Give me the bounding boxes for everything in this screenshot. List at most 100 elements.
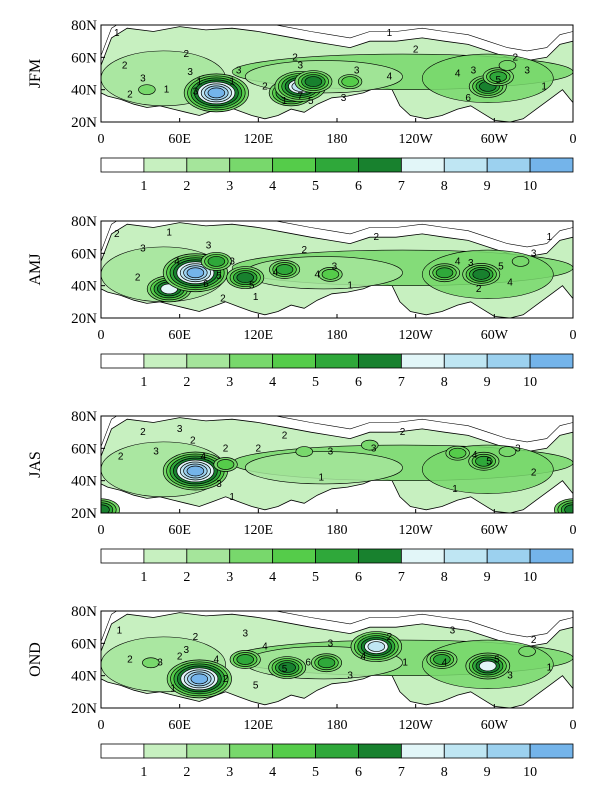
x-tick-label: 180 bbox=[327, 132, 348, 147]
contour-label: 2 bbox=[282, 430, 288, 441]
colorbar-swatch bbox=[443, 548, 488, 564]
contour-label: 2 bbox=[220, 294, 226, 305]
season-label: AMJ bbox=[27, 253, 44, 285]
x-tick-label: 180 bbox=[327, 328, 348, 343]
contour-label: 4 bbox=[387, 72, 393, 83]
contour-label: 3 bbox=[236, 65, 242, 76]
y-tick-label: 60N bbox=[71, 441, 97, 457]
y-tick-label: 80N bbox=[71, 604, 97, 620]
contour-label: 3 bbox=[471, 65, 477, 76]
contour-label: 1 bbox=[229, 77, 235, 88]
contour-label: 2 bbox=[387, 632, 393, 643]
colorbar-label: 5 bbox=[312, 179, 319, 194]
contour-label: 1 bbox=[197, 77, 203, 88]
contour-label: 3 bbox=[298, 60, 304, 71]
hotspot-contour bbox=[472, 269, 490, 280]
x-tick-label: 120W bbox=[399, 328, 434, 343]
y-tick-label: 40N bbox=[71, 474, 97, 490]
hotspot bbox=[426, 650, 458, 669]
contour-label: 5 bbox=[494, 655, 500, 666]
contour-label: 2 bbox=[531, 635, 537, 646]
hotspot-contour bbox=[101, 504, 110, 513]
contour-label: 3 bbox=[328, 638, 334, 649]
contour-label: 2 bbox=[292, 52, 298, 63]
colorbar-label: 4 bbox=[269, 765, 276, 780]
y-tick-label: 40N bbox=[71, 83, 97, 99]
contour-label: 1 bbox=[114, 28, 120, 39]
hotspot bbox=[138, 84, 156, 96]
colorbar-swatch bbox=[229, 548, 274, 564]
contour-label: 2 bbox=[177, 651, 183, 662]
y-tick-label: 20N bbox=[71, 506, 97, 522]
contour-label: 3 bbox=[328, 447, 334, 458]
x-tick-label: 180 bbox=[327, 718, 348, 733]
contour-label: 4 bbox=[472, 450, 478, 461]
colorbar: 1 2 3 4 5 6 7 8 9 10 bbox=[100, 157, 574, 194]
contour-label: 4 bbox=[262, 642, 268, 653]
colorbar-label: 2 bbox=[183, 375, 190, 390]
colorbar-label: 6 bbox=[355, 375, 362, 390]
hotspot-contour bbox=[321, 269, 340, 280]
hotspot-contour bbox=[433, 654, 451, 665]
colorbar-swatch bbox=[143, 743, 188, 759]
colorbar-label: 8 bbox=[441, 765, 448, 780]
contour-label: 2 bbox=[190, 435, 196, 446]
contour-label: 2 bbox=[223, 443, 229, 454]
hotspot bbox=[101, 498, 120, 513]
hotspot bbox=[428, 263, 461, 283]
x-tick-label: 60W bbox=[481, 718, 509, 733]
contour-label: 2 bbox=[140, 427, 146, 438]
x-tick-label: 180 bbox=[327, 523, 348, 538]
hotspot bbox=[462, 263, 501, 286]
colorbar-label: 6 bbox=[355, 765, 362, 780]
hotspot bbox=[200, 252, 232, 271]
hotspot bbox=[518, 646, 536, 657]
contour-label: 1 bbox=[318, 472, 324, 483]
contour-label: 1 bbox=[347, 281, 353, 292]
contour-label: 3 bbox=[216, 479, 222, 490]
contour-label: 2 bbox=[256, 443, 262, 454]
colorbar-swatch bbox=[529, 548, 574, 564]
hotspot-contour bbox=[236, 272, 254, 283]
contour-label: 2 bbox=[513, 52, 519, 63]
colorbar-swatch bbox=[315, 157, 359, 173]
hotspot bbox=[350, 631, 403, 662]
hotspot-contour bbox=[475, 455, 493, 467]
hotspot-contour bbox=[367, 641, 386, 652]
colorbar-label: 5 bbox=[312, 375, 319, 390]
hotspot bbox=[468, 451, 500, 471]
colorbar-swatch bbox=[486, 157, 531, 173]
hotspot-contour bbox=[435, 267, 454, 279]
contour-label: 3 bbox=[140, 243, 146, 254]
colorbar-swatch bbox=[143, 548, 188, 564]
colorbar-swatch bbox=[443, 743, 488, 759]
hotspot bbox=[465, 652, 511, 680]
contour-label: 2 bbox=[183, 49, 189, 60]
colorbar-label: 9 bbox=[484, 570, 491, 585]
contour-label: 7 bbox=[298, 91, 304, 102]
colorbar-swatch bbox=[229, 353, 274, 369]
colorbar-swatch bbox=[486, 353, 531, 369]
hotspot-contour bbox=[138, 84, 156, 96]
contour-label: 5 bbox=[495, 75, 501, 86]
colorbar-label: 4 bbox=[269, 179, 276, 194]
hotspot-contour bbox=[216, 459, 235, 470]
hotspot-contour bbox=[361, 439, 379, 451]
contour-label: 1 bbox=[547, 663, 553, 674]
hotspot-contour bbox=[518, 646, 536, 657]
contour-label: 3 bbox=[157, 658, 163, 669]
colorbar-swatch bbox=[315, 743, 359, 759]
x-tick-label: 0 bbox=[570, 328, 577, 343]
contour-label: 1 bbox=[402, 658, 408, 669]
contour-label: 4 bbox=[442, 658, 448, 669]
hotspot-contour bbox=[498, 446, 517, 457]
x-tick-label: 60E bbox=[168, 328, 191, 343]
contour-label: 1 bbox=[282, 96, 288, 107]
contour-label: 2 bbox=[262, 81, 268, 92]
hotspot-contour bbox=[341, 76, 359, 87]
hotspot-contour bbox=[278, 662, 296, 673]
y-tick-label: 40N bbox=[71, 279, 97, 295]
colorbar-label: 6 bbox=[355, 570, 362, 585]
